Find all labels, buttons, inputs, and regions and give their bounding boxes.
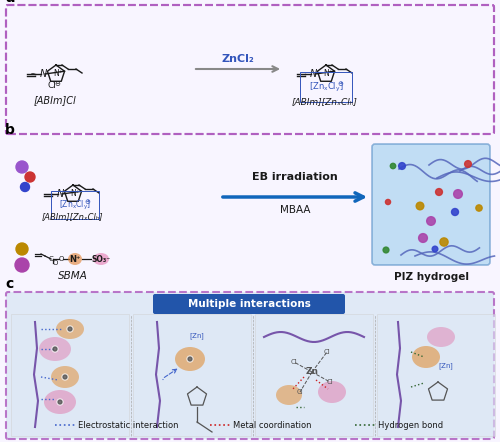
Text: N⁺: N⁺: [53, 69, 63, 79]
Circle shape: [188, 357, 192, 361]
Circle shape: [386, 199, 390, 205]
Text: O: O: [52, 260, 58, 266]
Text: [ABIm][ZnₓClₕ]: [ABIm][ZnₓClₕ]: [41, 213, 103, 221]
Circle shape: [53, 347, 57, 351]
Circle shape: [25, 172, 35, 182]
Text: Hydrogen bond: Hydrogen bond: [378, 420, 443, 430]
Circle shape: [464, 160, 471, 168]
FancyBboxPatch shape: [133, 314, 251, 436]
Text: a: a: [5, 0, 15, 5]
Ellipse shape: [276, 385, 302, 405]
Ellipse shape: [175, 347, 205, 371]
FancyBboxPatch shape: [372, 144, 490, 265]
Text: N⁺: N⁺: [70, 190, 80, 198]
Ellipse shape: [39, 337, 71, 361]
Circle shape: [418, 234, 428, 242]
Text: Cl: Cl: [290, 359, 298, 365]
FancyBboxPatch shape: [6, 292, 494, 439]
Text: [ABIm][ZnₓClₕ]: [ABIm][ZnₓClₕ]: [292, 98, 358, 107]
Text: ZnCl₂: ZnCl₂: [222, 54, 254, 64]
Text: PIZ hydrogel: PIZ hydrogel: [394, 272, 468, 282]
Circle shape: [432, 246, 438, 252]
Circle shape: [68, 327, 72, 331]
Circle shape: [454, 190, 462, 198]
Text: c: c: [5, 277, 13, 291]
Text: Cl: Cl: [324, 349, 330, 355]
Ellipse shape: [427, 327, 455, 347]
FancyBboxPatch shape: [6, 137, 494, 289]
Text: $\mathregular{[Zn_xCl_y]}$: $\mathregular{[Zn_xCl_y]}$: [308, 80, 344, 94]
Text: C: C: [48, 256, 54, 262]
Circle shape: [383, 247, 389, 253]
Circle shape: [16, 161, 28, 173]
Text: SBMA: SBMA: [58, 271, 88, 281]
Text: ⊖: ⊖: [54, 81, 60, 87]
FancyBboxPatch shape: [11, 314, 129, 436]
Circle shape: [20, 183, 30, 191]
Circle shape: [62, 374, 68, 380]
Circle shape: [15, 258, 29, 272]
Text: Cl: Cl: [296, 389, 304, 395]
Ellipse shape: [56, 319, 84, 339]
FancyBboxPatch shape: [255, 314, 373, 436]
Text: $\mathregular{[Zn]}$: $\mathregular{[Zn]}$: [189, 332, 205, 342]
Circle shape: [57, 399, 63, 405]
Circle shape: [436, 189, 442, 195]
Circle shape: [187, 356, 193, 362]
Text: $\mathregular{[Zn_xCl_y]}$: $\mathregular{[Zn_xCl_y]}$: [59, 198, 91, 212]
Text: N⁺: N⁺: [323, 69, 333, 79]
Text: ⊖: ⊖: [84, 199, 90, 205]
Circle shape: [426, 217, 436, 225]
Circle shape: [63, 375, 67, 379]
Circle shape: [52, 346, 58, 352]
Circle shape: [440, 238, 448, 246]
FancyBboxPatch shape: [377, 314, 495, 436]
Text: Cl: Cl: [48, 81, 56, 91]
Ellipse shape: [68, 253, 82, 265]
Text: [ABIm]Cl: [ABIm]Cl: [34, 95, 76, 105]
Text: N: N: [40, 69, 46, 79]
Ellipse shape: [44, 390, 76, 414]
Ellipse shape: [318, 381, 346, 403]
Text: Metal coordination: Metal coordination: [233, 420, 312, 430]
Ellipse shape: [51, 366, 79, 388]
Text: N: N: [56, 189, 64, 199]
Text: b: b: [5, 123, 15, 137]
Text: $\mathregular{[Zn]}$: $\mathregular{[Zn]}$: [438, 362, 454, 372]
Text: N⁺: N⁺: [70, 255, 80, 263]
Text: EB irradiation: EB irradiation: [252, 172, 338, 182]
Circle shape: [390, 163, 396, 169]
Circle shape: [476, 205, 482, 211]
Text: SO₃⁻: SO₃⁻: [92, 255, 110, 263]
Text: Cl: Cl: [326, 379, 334, 385]
Text: Zn: Zn: [306, 367, 318, 377]
Circle shape: [58, 400, 62, 404]
Circle shape: [398, 163, 406, 169]
Text: Electrostatic interaction: Electrostatic interaction: [78, 420, 178, 430]
Circle shape: [416, 202, 424, 210]
Text: MBAA: MBAA: [280, 205, 310, 215]
Text: N: N: [310, 69, 316, 79]
Circle shape: [16, 243, 28, 255]
Circle shape: [67, 326, 73, 332]
Circle shape: [452, 209, 458, 216]
FancyBboxPatch shape: [153, 294, 345, 314]
Text: Multiple interactions: Multiple interactions: [188, 299, 310, 309]
Text: ⊖: ⊖: [337, 81, 343, 87]
Ellipse shape: [412, 346, 440, 368]
Text: O: O: [58, 256, 64, 262]
Ellipse shape: [93, 253, 109, 265]
